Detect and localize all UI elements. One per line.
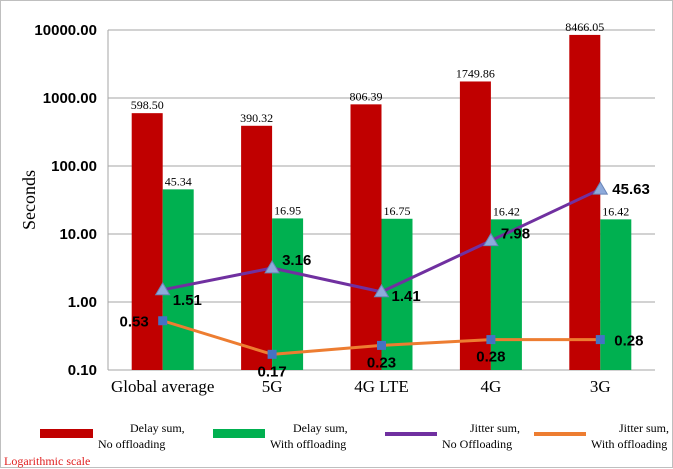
legend-line1: Jitter sum, — [470, 421, 520, 435]
legend-line2: No Offloading — [442, 437, 513, 451]
x-tick-label: 5G — [262, 377, 283, 396]
legend-line2: With offloading — [270, 437, 347, 451]
y-axis-title: Seconds — [19, 170, 39, 230]
legend-line1: Delay sum, — [130, 421, 185, 435]
point-marker — [267, 349, 277, 359]
point-data-label: 0.17 — [257, 363, 286, 380]
legend-label-jitter-with-offloading: Jitter sum, With offloading — [591, 420, 669, 452]
y-tick-label: 1000.00 — [43, 90, 97, 107]
y-tick-label: 10.00 — [59, 226, 97, 243]
bar — [131, 113, 163, 370]
legend-swatch-jitter-with-offloading — [534, 432, 586, 436]
legend-swatch-delay-no-offloading — [40, 429, 93, 438]
bar-data-label: 598.50 — [131, 98, 164, 112]
x-tick-label: 4G LTE — [354, 377, 409, 396]
legend-label-delay-with-offloading: Delay sum, With offloading — [270, 420, 348, 452]
point-marker — [264, 260, 280, 274]
bar-data-label: 16.75 — [384, 204, 411, 218]
bar-data-label: 45.34 — [165, 174, 192, 188]
point-marker — [377, 340, 386, 350]
point-marker — [158, 316, 168, 326]
legend-line1: Jitter sum, — [619, 421, 669, 435]
bar-data-label: 1749.86 — [456, 66, 495, 80]
bar-data-label: 8466.05 — [565, 20, 604, 34]
point-marker — [592, 181, 609, 195]
legend: Delay sum, No offloading Delay sum, With… — [0, 420, 673, 454]
point-data-label: 1.51 — [173, 292, 202, 309]
point-data-label: 3.16 — [282, 252, 311, 269]
bar — [241, 125, 273, 370]
point-data-label: 1.41 — [392, 288, 421, 305]
point-marker — [154, 281, 171, 296]
point-data-label: 45.63 — [612, 181, 650, 198]
point-marker — [483, 232, 499, 247]
bar — [459, 81, 491, 371]
point-data-label: 0.23 — [367, 354, 396, 371]
legend-line2: With offloading — [591, 437, 668, 451]
bar-data-label: 16.42 — [602, 204, 629, 218]
bar — [162, 189, 194, 370]
legend-swatch-jitter-no-offloading — [385, 432, 437, 436]
x-tick-label: Global average — [111, 377, 214, 396]
point-data-label: 0.28 — [476, 349, 505, 366]
point-data-label: 7.98 — [501, 226, 530, 243]
bar-data-label: 16.95 — [274, 203, 301, 217]
bar-data-label: 806.39 — [350, 89, 383, 103]
x-tick-label: 3G — [590, 377, 611, 396]
bar — [272, 218, 304, 370]
y-tick-label: 0.10 — [68, 362, 97, 379]
bar-data-label: 390.32 — [240, 111, 273, 125]
bar — [600, 219, 632, 370]
bar — [350, 104, 382, 371]
legend-label-jitter-no-offloading: Jitter sum, No Offloading — [442, 420, 520, 452]
y-tick-label: 1.00 — [68, 294, 97, 311]
point-marker — [486, 335, 496, 345]
y-tick-label: 100.00 — [51, 158, 97, 175]
point-marker — [373, 283, 390, 298]
point-data-label: 0.28 — [614, 333, 643, 350]
x-tick-label: 4G — [481, 377, 502, 396]
y-tick-label: 10000.00 — [34, 22, 97, 39]
legend-line2: No offloading — [98, 437, 166, 451]
scale-note: Logarithmic scale — [4, 454, 91, 468]
point-marker — [595, 335, 605, 345]
legend-label-delay-no-offloading: Delay sum, No offloading — [98, 420, 185, 452]
legend-line1: Delay sum, — [293, 421, 348, 435]
bar-data-label: 16.42 — [493, 204, 520, 218]
legend-swatch-delay-with-offloading — [213, 429, 265, 438]
point-data-label: 0.53 — [119, 314, 148, 331]
